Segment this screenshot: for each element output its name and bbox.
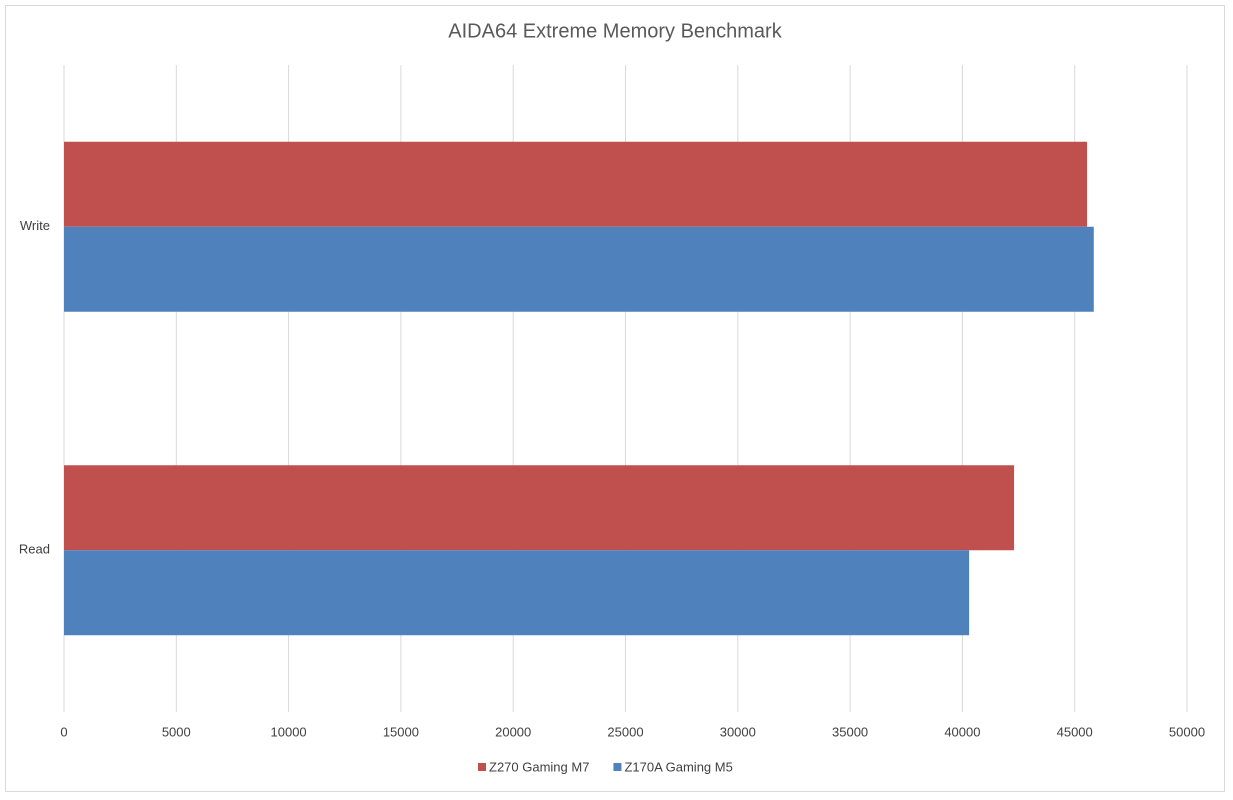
bar <box>64 465 1015 551</box>
legend-swatch <box>478 763 486 771</box>
x-tick-label: 10000 <box>271 724 307 739</box>
legend-label: Z270 Gaming M7 <box>489 759 589 774</box>
chart-title: AIDA64 Extreme Memory Benchmark <box>448 20 782 42</box>
y-tick-label: Write <box>20 218 50 233</box>
chart-frame <box>5 5 1225 792</box>
x-tick-label: 35000 <box>832 724 868 739</box>
x-tick-label: 30000 <box>720 724 756 739</box>
x-tick-label: 50000 <box>1169 724 1205 739</box>
x-tick-label: 45000 <box>1057 724 1093 739</box>
x-tick-label: 5000 <box>162 724 191 739</box>
x-tick-label: 15000 <box>383 724 419 739</box>
x-tick-label: 25000 <box>607 724 643 739</box>
bar <box>64 141 1088 227</box>
legend-label: Z170A Gaming M5 <box>624 759 732 774</box>
y-tick-label: Read <box>19 542 50 557</box>
bar <box>64 550 970 636</box>
legend-swatch <box>613 763 622 771</box>
x-tick-label: 40000 <box>944 724 980 739</box>
x-tick-label: 20000 <box>495 724 531 739</box>
bar <box>64 226 1094 312</box>
x-tick-label: 0 <box>60 724 67 739</box>
